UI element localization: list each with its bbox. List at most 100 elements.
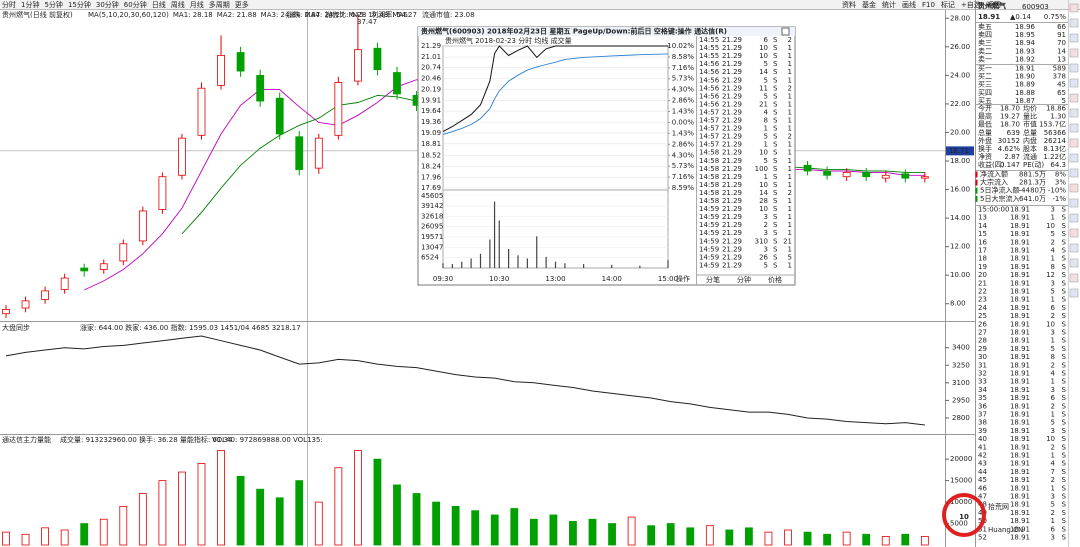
- tick-volume: 4: [1051, 460, 1056, 468]
- side-icon[interactable]: [1069, 288, 1079, 298]
- candle-body: [158, 176, 167, 210]
- trade-volume: 1: [764, 125, 768, 133]
- toolbar-tab[interactable]: 周线: [171, 0, 185, 9]
- x-tick-label: 14:00: [602, 275, 622, 283]
- stat-value: 64.3: [1050, 161, 1066, 169]
- volume-bar: [197, 463, 206, 546]
- side-icon[interactable]: [1069, 18, 1079, 28]
- stat-label: 换手: [978, 144, 992, 153]
- toolbar-tab[interactable]: 15分钟: [68, 0, 91, 9]
- toolbar-tab[interactable]: 1分钟: [21, 0, 39, 9]
- popup-title: 贵州燃气(600903) 2018年02月23日 星期五 PageUp/Down…: [421, 27, 727, 36]
- tick-price: 18.91: [1010, 525, 1030, 533]
- book-label: 买一: [978, 65, 992, 73]
- tick-index: 40: [978, 435, 987, 443]
- toolbar-button[interactable]: 资料: [842, 0, 856, 9]
- flow-value: 881.5万: [1019, 171, 1046, 179]
- tick-side: S: [1062, 312, 1067, 320]
- side-icon[interactable]: [1069, 78, 1079, 88]
- tick-index: 39: [978, 427, 987, 435]
- toolbar-button[interactable]: 标记: [941, 0, 955, 9]
- trade-time: 14:59: [699, 229, 719, 237]
- trade-count: 1: [788, 229, 792, 237]
- side-icon[interactable]: [1069, 3, 1079, 13]
- side-icon[interactable]: [1069, 273, 1079, 283]
- side-icon[interactable]: [1069, 213, 1079, 223]
- tab[interactable]: 分钟: [737, 275, 751, 284]
- volume-tick-label: 39142: [421, 202, 443, 210]
- side-icon[interactable]: [1069, 228, 1079, 238]
- toolbar-tab[interactable]: 5分钟: [44, 0, 62, 9]
- side-icon[interactable]: [1069, 243, 1079, 253]
- tick-side: S: [1062, 329, 1067, 337]
- toolbar-tab[interactable]: 更多: [235, 0, 249, 9]
- trade-price: 21.29: [722, 205, 742, 213]
- tick-side: S: [1062, 468, 1067, 476]
- stat-label: 总量: [1023, 128, 1037, 137]
- side-icon[interactable]: [1069, 108, 1079, 118]
- tick-volume: 2: [1051, 476, 1055, 484]
- logo-number: 10: [959, 513, 969, 521]
- toolbar-button[interactable]: 统计: [882, 0, 896, 9]
- y-tick-label: 3400: [952, 344, 970, 352]
- trade-price: 21.29: [722, 52, 742, 60]
- trade-side: S: [773, 125, 778, 133]
- side-icon[interactable]: [1069, 258, 1079, 268]
- y-tick-label: 20.74: [421, 64, 442, 72]
- stat-label: 总量: [978, 128, 992, 137]
- side-icon[interactable]: [1069, 63, 1079, 73]
- side-icon[interactable]: [1069, 168, 1079, 178]
- trade-count: 1: [788, 52, 792, 60]
- side-icon[interactable]: [1069, 198, 1079, 208]
- tick-index: 36: [978, 402, 987, 410]
- toolbar-tab[interactable]: 分时: [2, 0, 16, 9]
- tick-price: 18.91: [1010, 517, 1030, 525]
- trade-count: 1: [788, 245, 792, 253]
- toolbar-button[interactable]: 基金: [862, 0, 876, 9]
- tick-price: 18.91: [1010, 279, 1030, 287]
- tick-side: S: [1062, 386, 1067, 394]
- y2-tick-label: 5.73%: [672, 162, 695, 170]
- stat-value: 4.62%: [998, 145, 1021, 153]
- candle-body: [217, 54, 225, 86]
- tab[interactable]: 分笔: [706, 275, 720, 284]
- side-icon[interactable]: [1069, 153, 1079, 163]
- volume-bar: [647, 525, 656, 546]
- toolbar-tab[interactable]: 30分钟: [96, 0, 119, 9]
- trade-side: S: [773, 205, 778, 213]
- y-tick-label: 19.09: [421, 129, 441, 137]
- side-icon[interactable]: [1069, 138, 1079, 148]
- trade-side: S: [773, 149, 778, 157]
- volume-bar: [725, 529, 734, 546]
- popup-titlebar: [418, 27, 795, 36]
- popup-subtitle: 贵州燃气 2018-02-23 分时 均线 成交量: [445, 36, 572, 45]
- toolbar-button[interactable]: 返回: [987, 1, 1001, 9]
- side-icon[interactable]: [1069, 93, 1079, 103]
- tab[interactable]: 价格: [768, 275, 782, 284]
- trade-count: 1: [788, 165, 792, 173]
- close-button[interactable]: [781, 27, 790, 36]
- toolbar-tab[interactable]: 月线: [190, 0, 204, 9]
- side-icon[interactable]: [1069, 183, 1079, 193]
- side-icon[interactable]: [1069, 48, 1079, 58]
- toolbar-tab[interactable]: 日线: [152, 0, 166, 9]
- trade-count: 2: [788, 133, 792, 141]
- toolbar-button[interactable]: F10: [922, 1, 935, 9]
- tick-price: 18.91: [1010, 443, 1030, 451]
- x-tick-label: 15:00: [658, 275, 678, 283]
- toolbar-tab[interactable]: 60分钟: [124, 0, 147, 9]
- side-icon[interactable]: [1069, 123, 1079, 133]
- toolbar-button[interactable]: 画线: [902, 0, 916, 9]
- side-icon[interactable]: [1069, 33, 1079, 43]
- operate-button[interactable]: 操作: [676, 274, 690, 283]
- site-name: 拾荒网: [988, 502, 1009, 511]
- tick-price: 18.91: [1010, 419, 1030, 427]
- tick-volume: 10: [1046, 222, 1055, 230]
- y2-tick-label: 4.30%: [672, 86, 695, 94]
- tick-side: S: [1062, 534, 1067, 542]
- y2-tick-label: 7.16%: [672, 173, 695, 181]
- volume-bar: [236, 475, 245, 546]
- candle-body: [21, 300, 30, 309]
- toolbar-button[interactable]: +自选: [961, 0, 981, 9]
- toolbar-tab[interactable]: 多周期: [209, 0, 230, 9]
